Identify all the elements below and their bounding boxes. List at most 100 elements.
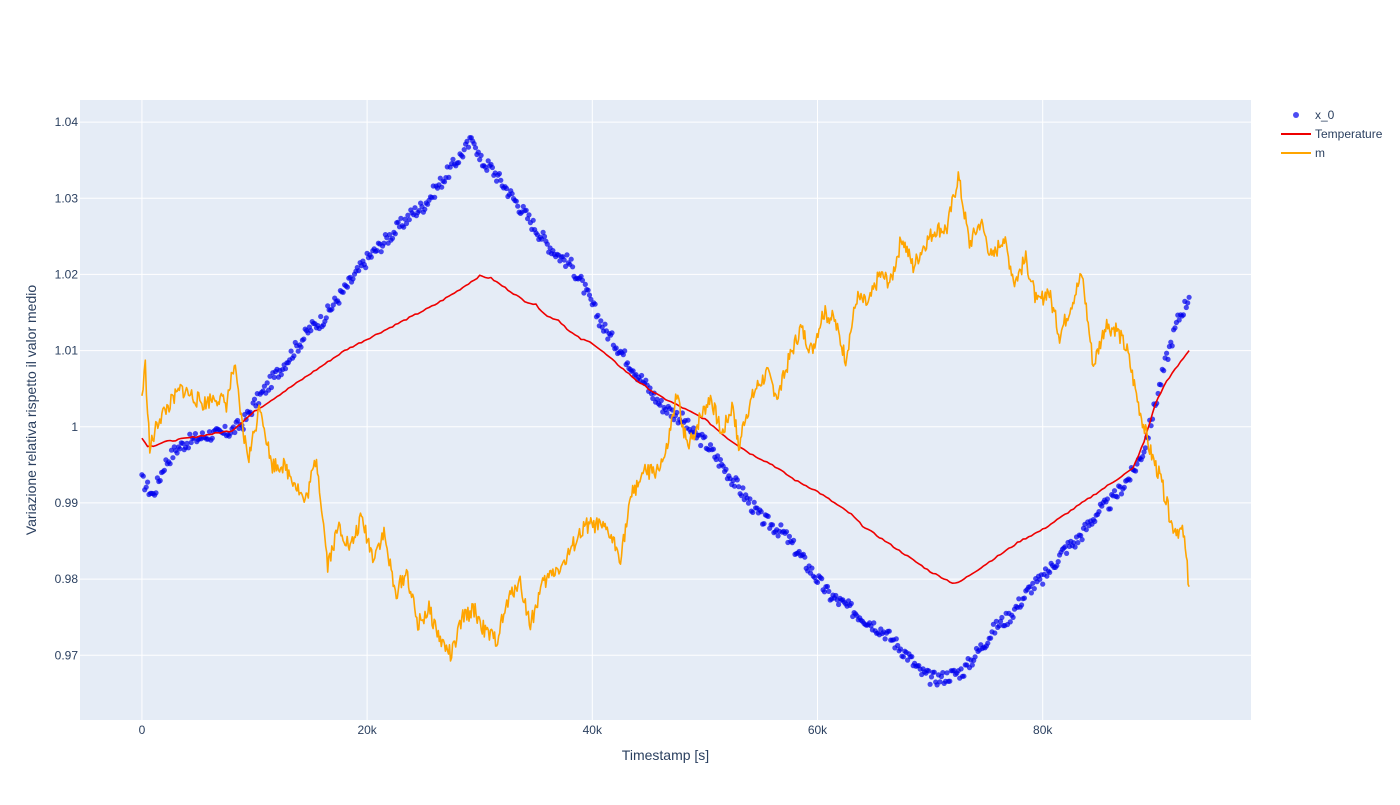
x0-point (988, 635, 994, 641)
x0-point (1040, 581, 1046, 587)
x0-point (1186, 294, 1192, 300)
x0-point (526, 212, 532, 218)
x0-point (541, 233, 548, 240)
x0-point (639, 372, 645, 379)
x0-point (1114, 494, 1120, 500)
x0-point (605, 336, 611, 342)
x0-point (496, 171, 502, 177)
x0-point (826, 588, 832, 595)
x0-point (498, 177, 504, 183)
x0-point (947, 678, 953, 684)
y-tick-label: 0.98 (55, 572, 79, 586)
x0-point (318, 313, 324, 320)
x0-point (140, 473, 146, 479)
x-tick-label: 20k (357, 723, 377, 737)
x0-point (791, 537, 797, 544)
x0-point (478, 152, 484, 158)
legend-label: Temperature (1315, 127, 1383, 141)
legend[interactable]: x_0 Temperature m (1281, 108, 1383, 160)
x0-point (928, 674, 935, 680)
x0-point (707, 442, 714, 448)
x0-point (985, 640, 991, 646)
y-tick-label: 0.97 (55, 648, 79, 662)
line-temperature (141, 274, 1190, 584)
x0-point (192, 431, 198, 437)
x0-point (1141, 449, 1147, 455)
y-axis-title: Variazione relativa rispetto il valor me… (23, 285, 39, 536)
x0-point (775, 533, 781, 539)
x0-point (602, 321, 608, 327)
x0-point (515, 203, 521, 209)
x0-point (401, 224, 407, 230)
x0-point (1037, 576, 1043, 582)
x0-point (282, 366, 289, 372)
y-axis-ticks: 0.97 0.98 0.99 1 1.01 1.02 1.03 1.04 (55, 115, 79, 662)
x0-point (769, 522, 776, 528)
x0-point (710, 446, 717, 452)
x0-point (1121, 484, 1127, 490)
x0-point (1118, 491, 1125, 497)
x0-point (992, 630, 998, 636)
x0-point (336, 300, 342, 306)
x0-point (1075, 540, 1081, 546)
x0-point (1019, 602, 1025, 608)
x0-point (405, 212, 411, 218)
x0-point (819, 576, 825, 582)
x0-point (1044, 573, 1050, 579)
x0-point (441, 179, 448, 185)
x0-point (1176, 317, 1182, 323)
x0-point (1072, 544, 1078, 550)
x0-point (1185, 300, 1191, 306)
x0-point (235, 417, 241, 424)
x0-point (969, 662, 975, 668)
x0-point (570, 264, 576, 270)
legend-item-m[interactable]: m (1281, 146, 1325, 160)
x0-point (232, 429, 238, 436)
x0-point (723, 466, 729, 472)
line-m (141, 171, 1190, 662)
x0-point (1164, 350, 1170, 356)
x0-point (897, 646, 904, 652)
series-temperature (141, 274, 1190, 584)
legend-label: m (1315, 146, 1325, 160)
x0-point (996, 623, 1002, 629)
x0-point (972, 654, 978, 660)
x0-point (153, 490, 159, 496)
x0-point (461, 147, 467, 153)
x0-point (940, 670, 946, 676)
x0-point (578, 273, 584, 279)
y-tick-label: 1.03 (55, 191, 79, 205)
x0-point (961, 673, 967, 679)
legend-item-temperature[interactable]: Temperature (1281, 127, 1383, 141)
x0-point (731, 483, 738, 489)
x0-point (745, 500, 752, 506)
x-tick-label: 0 (139, 723, 146, 737)
x0-point (654, 396, 660, 402)
x0-point (301, 336, 307, 342)
x0-point (740, 485, 746, 491)
x0-point (464, 138, 470, 144)
series-m (141, 171, 1190, 662)
x0-point (456, 160, 462, 166)
x0-point (585, 287, 591, 293)
x0-point (926, 668, 932, 674)
x-tick-label: 60k (808, 723, 828, 737)
x0-point (295, 348, 301, 354)
x0-point (691, 425, 697, 431)
x0-point (1064, 550, 1070, 557)
x0-point (1083, 527, 1089, 533)
x0-point (325, 303, 331, 309)
x0-point (170, 455, 176, 461)
x0-point (997, 618, 1004, 625)
x0-point (1161, 368, 1167, 374)
x0-point (1071, 540, 1077, 546)
y-tick-label: 0.99 (55, 496, 79, 510)
x0-point (561, 257, 567, 263)
x0-point (485, 158, 491, 164)
x0-point (206, 429, 213, 435)
legend-item-x-0[interactable]: x_0 (1293, 108, 1335, 122)
x0-point (702, 434, 708, 440)
x0-point (344, 284, 350, 290)
x0-point (209, 435, 215, 441)
x0-point (425, 201, 431, 207)
